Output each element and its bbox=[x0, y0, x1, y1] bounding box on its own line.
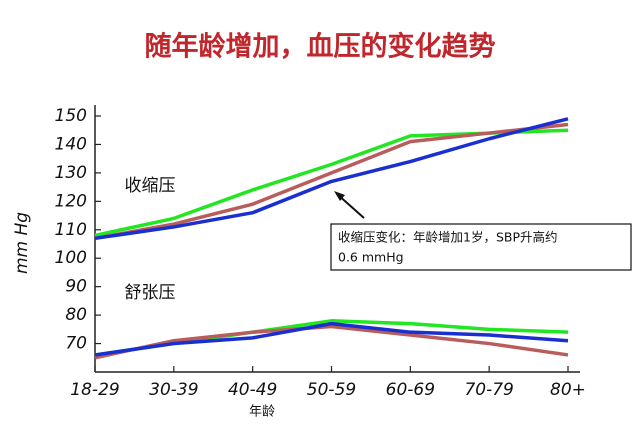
x-tick-label: 40-49 bbox=[228, 380, 277, 400]
group-label: 收缩压 bbox=[125, 176, 176, 196]
y-tick-label: 80 bbox=[65, 305, 87, 325]
annotation-box bbox=[330, 223, 632, 271]
series-line bbox=[94, 122, 569, 241]
group-label: 舒张压 bbox=[125, 283, 176, 303]
x-tick-label: 80+ bbox=[550, 380, 586, 400]
x-axis-label: 年龄 bbox=[249, 405, 275, 420]
x-tick-label: 60-69 bbox=[386, 380, 435, 400]
x-tick-label: 18-29 bbox=[70, 380, 119, 400]
y-tick-label: 120 bbox=[55, 191, 87, 211]
y-tick-label: 140 bbox=[55, 134, 87, 154]
chart-title: 随年龄增加，血压的变化趋势 bbox=[145, 31, 496, 63]
y-axis-label: mm Hg bbox=[12, 212, 32, 274]
y-tick-label: 130 bbox=[55, 163, 87, 183]
series-line bbox=[94, 321, 569, 357]
x-tick-label: 50-59 bbox=[307, 380, 356, 400]
x-tick-label: 30-39 bbox=[149, 380, 198, 400]
annotation: 收缩压变化：年龄增加1岁，SBP升高约 bbox=[338, 230, 558, 245]
y-tick-label: 70 bbox=[65, 334, 87, 354]
y-tick-label: 110 bbox=[55, 220, 87, 240]
annotation: 0.6 mmHg bbox=[338, 250, 404, 265]
series-line bbox=[94, 324, 569, 360]
y-tick-label: 150 bbox=[55, 106, 87, 126]
x-tick-label: 70-79 bbox=[464, 380, 513, 400]
y-tick-label: 90 bbox=[65, 277, 87, 297]
y-tick-label: 100 bbox=[55, 248, 87, 268]
series-line bbox=[94, 117, 569, 241]
arrow-head bbox=[334, 191, 345, 201]
